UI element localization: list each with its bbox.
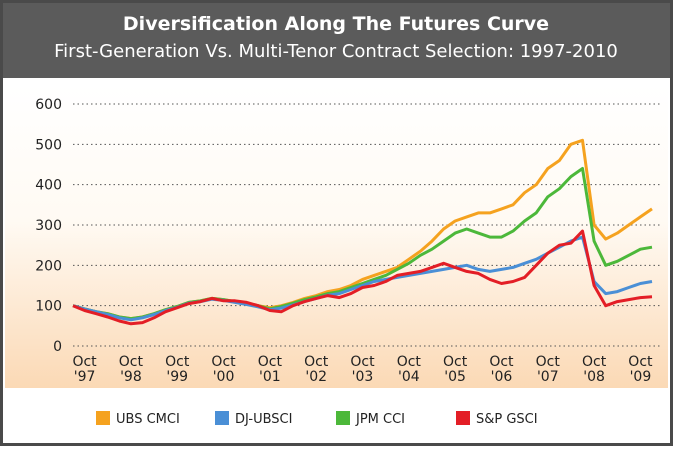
y-tick-label: 600 [35,97,62,113]
y-tick-label: 300 [35,218,62,234]
x-tick-label: Oct '05 [443,354,468,385]
series-line [72,229,653,326]
legend-label: DJ-UBSCI [235,412,292,427]
legend-label: JPM CCI [355,412,405,427]
legend-label: S&P GSCI [476,412,538,427]
x-tick-label: Oct '03 [350,354,375,385]
y-tick-label: 200 [35,258,62,274]
y-tick-label: 400 [35,178,62,194]
chart-title: Diversification Along The Futures Curve [123,13,549,35]
x-tick-label: Oct '98 [119,354,144,385]
legend-label: UBS CMCI [116,412,180,427]
x-tick-label: Oct '07 [536,354,561,385]
plot-background [5,85,668,388]
x-tick-label: Oct '06 [489,354,514,385]
y-tick-label: 500 [35,137,62,153]
y-tick-label: 0 [53,339,62,355]
chart-subtitle: First-Generation Vs. Multi-Tenor Contrac… [54,41,618,62]
y-tick-label: 100 [35,299,62,315]
x-tick-label: Oct '09 [628,354,653,385]
x-tick-label: Oct '99 [165,354,190,385]
legend-swatch [215,411,229,425]
x-tick-label: Oct '08 [582,354,607,385]
legend-swatch [456,411,470,425]
legend-swatch [96,411,110,425]
x-tick-label: Oct '04 [397,354,422,385]
x-tick-label: Oct '01 [258,354,283,385]
header [3,3,670,78]
x-tick-label: Oct '00 [211,354,236,385]
legend-swatch [336,411,350,425]
x-tick-label: Oct '97 [72,354,97,385]
x-tick-label: Oct '02 [304,354,329,385]
